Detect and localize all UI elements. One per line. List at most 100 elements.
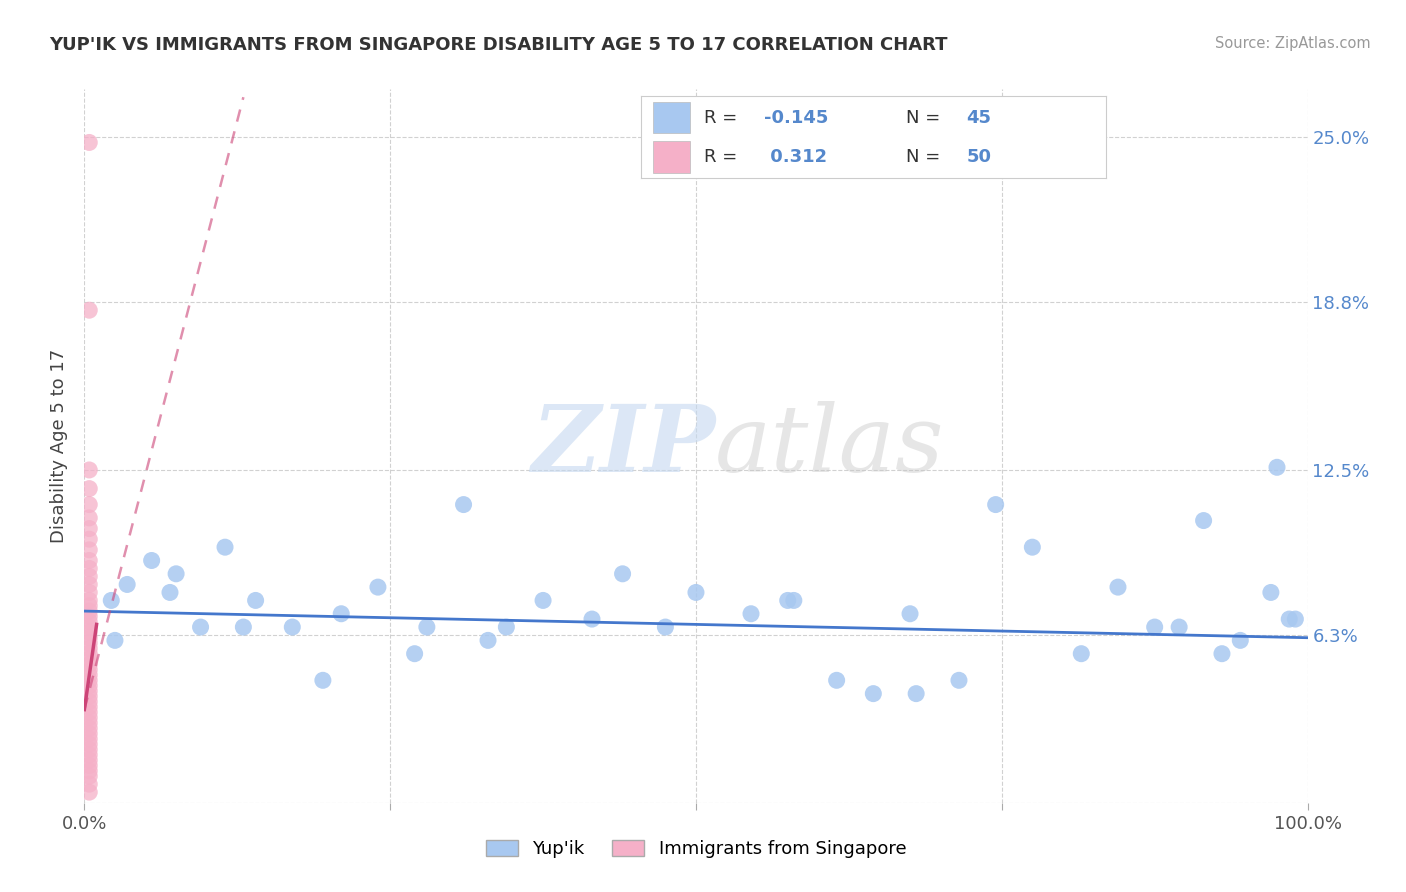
Point bbox=[77, 747, 100, 762]
Point bbox=[862, 687, 884, 701]
Point bbox=[77, 731, 100, 746]
Point bbox=[905, 687, 928, 701]
Point bbox=[477, 633, 499, 648]
Point bbox=[1284, 612, 1306, 626]
Point bbox=[740, 607, 762, 621]
Point bbox=[77, 561, 100, 575]
Point bbox=[77, 715, 100, 730]
Point bbox=[77, 657, 100, 672]
Point bbox=[77, 690, 100, 704]
Point bbox=[77, 522, 100, 536]
Text: Source: ZipAtlas.com: Source: ZipAtlas.com bbox=[1215, 36, 1371, 51]
Point bbox=[77, 542, 100, 557]
Point bbox=[77, 511, 100, 525]
Point bbox=[312, 673, 335, 688]
Point bbox=[1265, 460, 1288, 475]
Point bbox=[77, 777, 100, 791]
Point bbox=[77, 599, 100, 613]
Point bbox=[104, 633, 127, 648]
Point bbox=[165, 566, 187, 581]
Point bbox=[77, 136, 100, 150]
Point bbox=[77, 303, 100, 318]
Point bbox=[495, 620, 517, 634]
Point bbox=[685, 585, 707, 599]
Point bbox=[77, 631, 100, 645]
Point bbox=[612, 566, 634, 581]
Point bbox=[77, 636, 100, 650]
Point bbox=[531, 593, 554, 607]
Point bbox=[245, 593, 267, 607]
Point bbox=[776, 593, 799, 607]
Point bbox=[77, 609, 100, 624]
Point bbox=[77, 482, 100, 496]
Point bbox=[77, 769, 100, 783]
Point bbox=[825, 673, 848, 688]
Point bbox=[1278, 612, 1301, 626]
Point bbox=[416, 620, 439, 634]
Point bbox=[77, 615, 100, 629]
Point bbox=[77, 532, 100, 546]
Point bbox=[159, 585, 181, 599]
Point bbox=[453, 498, 475, 512]
Point bbox=[77, 663, 100, 677]
Text: YUP'IK VS IMMIGRANTS FROM SINGAPORE DISABILITY AGE 5 TO 17 CORRELATION CHART: YUP'IK VS IMMIGRANTS FROM SINGAPORE DISA… bbox=[49, 36, 948, 54]
Point bbox=[77, 758, 100, 772]
Point bbox=[77, 706, 100, 720]
Y-axis label: Disability Age 5 to 17: Disability Age 5 to 17 bbox=[51, 349, 69, 543]
Point bbox=[1168, 620, 1191, 634]
Point bbox=[77, 463, 100, 477]
Point bbox=[77, 620, 100, 634]
Point bbox=[1192, 514, 1215, 528]
Point bbox=[190, 620, 212, 634]
Point bbox=[77, 498, 100, 512]
Point bbox=[141, 553, 163, 567]
Point bbox=[77, 700, 100, 714]
Point bbox=[77, 569, 100, 583]
Point bbox=[77, 641, 100, 656]
Point bbox=[77, 585, 100, 599]
Point bbox=[77, 647, 100, 661]
Point bbox=[404, 647, 426, 661]
Point bbox=[77, 673, 100, 688]
Point bbox=[948, 673, 970, 688]
Point bbox=[367, 580, 389, 594]
Point bbox=[77, 695, 100, 709]
Point bbox=[214, 540, 236, 554]
Point bbox=[1021, 540, 1043, 554]
Point bbox=[232, 620, 254, 634]
Point bbox=[77, 604, 100, 618]
Point bbox=[1107, 580, 1129, 594]
Point bbox=[1143, 620, 1166, 634]
Point bbox=[77, 753, 100, 767]
Text: ZIP: ZIP bbox=[531, 401, 716, 491]
Point bbox=[77, 726, 100, 740]
Point bbox=[581, 612, 603, 626]
Point bbox=[77, 668, 100, 682]
Point bbox=[77, 764, 100, 778]
Point bbox=[1229, 633, 1251, 648]
Legend: Yup'ik, Immigrants from Singapore: Yup'ik, Immigrants from Singapore bbox=[478, 832, 914, 865]
Point bbox=[77, 721, 100, 735]
Point bbox=[898, 607, 921, 621]
Point bbox=[77, 593, 100, 607]
Point bbox=[77, 737, 100, 751]
Point bbox=[77, 742, 100, 756]
Point bbox=[1260, 585, 1282, 599]
Point bbox=[77, 710, 100, 724]
Point bbox=[115, 577, 138, 591]
Point bbox=[281, 620, 304, 634]
Point bbox=[77, 553, 100, 567]
Point bbox=[77, 652, 100, 666]
Point bbox=[654, 620, 676, 634]
Point bbox=[77, 684, 100, 698]
Point bbox=[330, 607, 353, 621]
Point bbox=[1070, 647, 1092, 661]
Text: atlas: atlas bbox=[714, 401, 943, 491]
Point bbox=[984, 498, 1007, 512]
Point bbox=[77, 625, 100, 640]
Point bbox=[1211, 647, 1233, 661]
Point bbox=[77, 785, 100, 799]
Point bbox=[77, 679, 100, 693]
Point bbox=[100, 593, 122, 607]
Point bbox=[783, 593, 806, 607]
